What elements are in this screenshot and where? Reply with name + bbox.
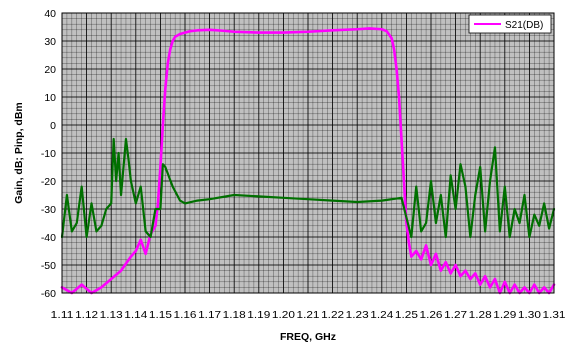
x-tick-label: 1.29 bbox=[493, 309, 516, 321]
legend-box bbox=[468, 14, 552, 34]
y-axis-label: Gain, dB; Pinp, dBm bbox=[13, 102, 25, 204]
y-tick-label: 20 bbox=[44, 64, 56, 76]
x-tick-label: 1.31 bbox=[543, 309, 566, 321]
y-tick-label: 0 bbox=[50, 120, 56, 132]
x-tick-label: 1.26 bbox=[420, 309, 443, 321]
y-axis-ticks: 40 30 20 10 0 -10 -20 -30 -40 -50 -60 bbox=[41, 8, 56, 300]
y-tick-label: 40 bbox=[44, 8, 56, 20]
x-tick-label: 1.14 bbox=[124, 309, 147, 321]
x-tick-label: 1.15 bbox=[149, 309, 172, 321]
plot-border bbox=[61, 12, 555, 294]
series-layer bbox=[60, 27, 556, 295]
y-tick-label: -10 bbox=[41, 148, 56, 160]
y-tick-label: 30 bbox=[44, 36, 56, 48]
y-tick-label: -60 bbox=[41, 288, 56, 300]
legend: S21(DB) bbox=[468, 14, 552, 34]
x-tick-label: 1.25 bbox=[395, 309, 418, 321]
x-tick-label: 1.27 bbox=[444, 309, 467, 321]
x-axis-ticks: 1.11 1.12 1.13 1.14 1.15 1.16 1.17 1.18 1.19 1.20… bbox=[51, 309, 566, 321]
x-tick-label: 1.18 bbox=[223, 309, 246, 321]
x-tick-label: 1.24 bbox=[370, 309, 393, 321]
x-tick-label: 1.20 bbox=[272, 309, 295, 321]
x-tick-label: 1.23 bbox=[346, 309, 369, 321]
x-tick-label: 1.17 bbox=[198, 309, 221, 321]
y-tick-label: 10 bbox=[44, 92, 56, 104]
x-tick-label: 1.21 bbox=[297, 309, 320, 321]
x-tick-label: 1.11 bbox=[51, 309, 74, 321]
x-tick-label: 1.12 bbox=[75, 309, 98, 321]
x-tick-label: 1.13 bbox=[100, 309, 123, 321]
series-line-s21 bbox=[60, 27, 556, 295]
y-tick-label: -20 bbox=[41, 176, 56, 188]
x-tick-label: 1.22 bbox=[321, 309, 344, 321]
x-tick-label: 1.30 bbox=[518, 309, 541, 321]
series-line-pinp bbox=[60, 137, 556, 239]
legend-entry-s21: S21(DB) bbox=[505, 20, 543, 31]
y-tick-label: -30 bbox=[41, 204, 56, 216]
x-axis-label: FREQ, GHz bbox=[280, 331, 336, 343]
x-tick-label: 1.28 bbox=[469, 309, 492, 321]
x-tick-label: 1.19 bbox=[247, 309, 270, 321]
x-tick-label: 1.16 bbox=[174, 309, 197, 321]
y-tick-label: -50 bbox=[41, 260, 56, 272]
y-tick-label: -40 bbox=[41, 232, 56, 244]
